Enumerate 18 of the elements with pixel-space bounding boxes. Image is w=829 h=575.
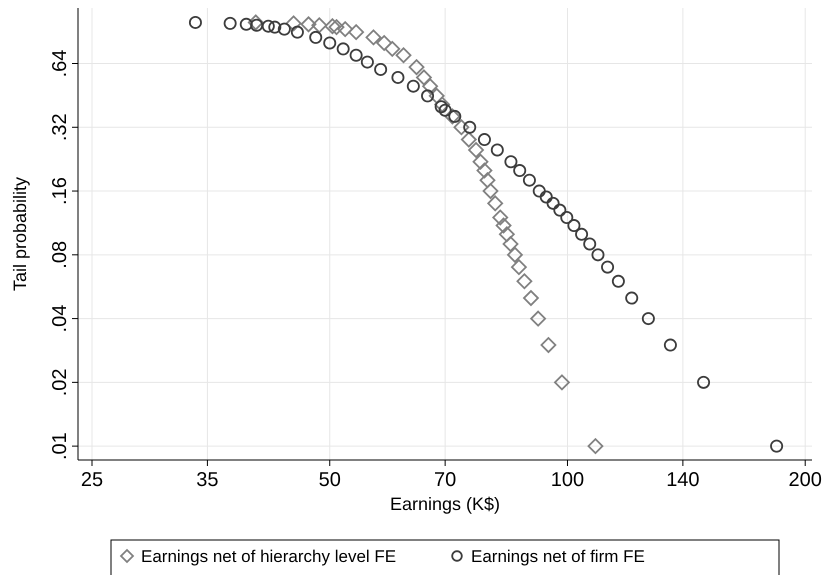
- x-tick-label: 70: [434, 469, 456, 491]
- x-tick-label: 35: [196, 469, 219, 491]
- x-tick-label: 25: [80, 469, 104, 491]
- y-tick-label: .16: [49, 177, 71, 205]
- x-tick-label: 140: [666, 469, 700, 491]
- y-tick-label: .08: [49, 240, 71, 269]
- y-tick-label: .01: [49, 432, 71, 460]
- legend-label: Earnings net of firm FE: [471, 547, 645, 566]
- x-tick-label: 100: [550, 469, 584, 491]
- y-tick-label: .02: [49, 368, 71, 396]
- x-tick-label: 200: [788, 469, 822, 491]
- y-tick-label: .64: [49, 50, 71, 78]
- x-axis-title: Earnings (K$): [390, 494, 500, 514]
- x-tick-label: 50: [318, 469, 341, 491]
- y-tick-label: .04: [49, 304, 71, 332]
- legend-label: Earnings net of hierarchy level FE: [141, 547, 396, 566]
- y-axis-title: Tail probability: [10, 176, 30, 292]
- y-tick-label: .32: [49, 113, 71, 142]
